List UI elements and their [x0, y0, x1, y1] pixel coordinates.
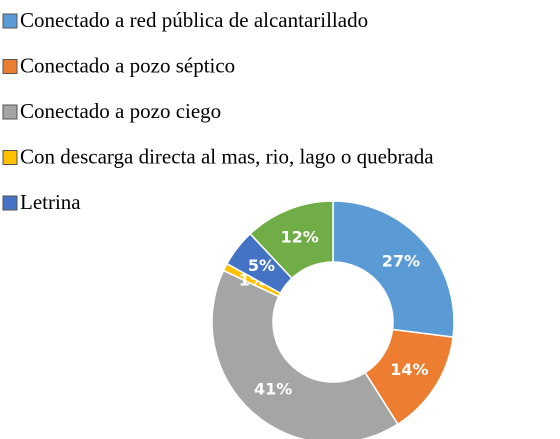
data-label: 5%	[248, 256, 275, 275]
legend-label: Letrina	[20, 190, 81, 214]
legend-swatch	[2, 13, 18, 29]
legend-swatch	[2, 59, 18, 74]
data-label: 14%	[390, 360, 428, 379]
legend-label: Conectado a pozo ciego	[20, 99, 221, 123]
legend-swatch	[2, 104, 18, 120]
legend-label: Conectado a red pública de alcantarillad…	[20, 8, 368, 32]
legend-swatch	[2, 195, 18, 211]
slice	[332, 200, 455, 339]
data-label: 41%	[254, 379, 292, 398]
data-label: 12%	[281, 227, 319, 246]
legend-label: Conectado a pozo séptico	[20, 53, 235, 77]
data-label: 27%	[382, 252, 420, 271]
slice	[249, 200, 334, 280]
slice	[211, 269, 399, 439]
legend-label: Con descarga directa al mas, rio, lago o…	[20, 144, 434, 168]
legend-swatch	[2, 150, 18, 165]
